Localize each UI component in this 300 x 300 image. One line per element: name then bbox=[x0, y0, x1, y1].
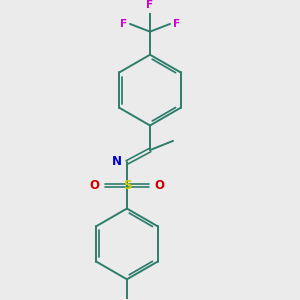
Text: F: F bbox=[173, 19, 180, 29]
Text: O: O bbox=[154, 179, 165, 192]
Text: S: S bbox=[123, 179, 131, 192]
Text: F: F bbox=[120, 19, 127, 29]
Text: O: O bbox=[89, 179, 99, 192]
Text: F: F bbox=[146, 0, 154, 10]
Text: N: N bbox=[111, 155, 122, 168]
